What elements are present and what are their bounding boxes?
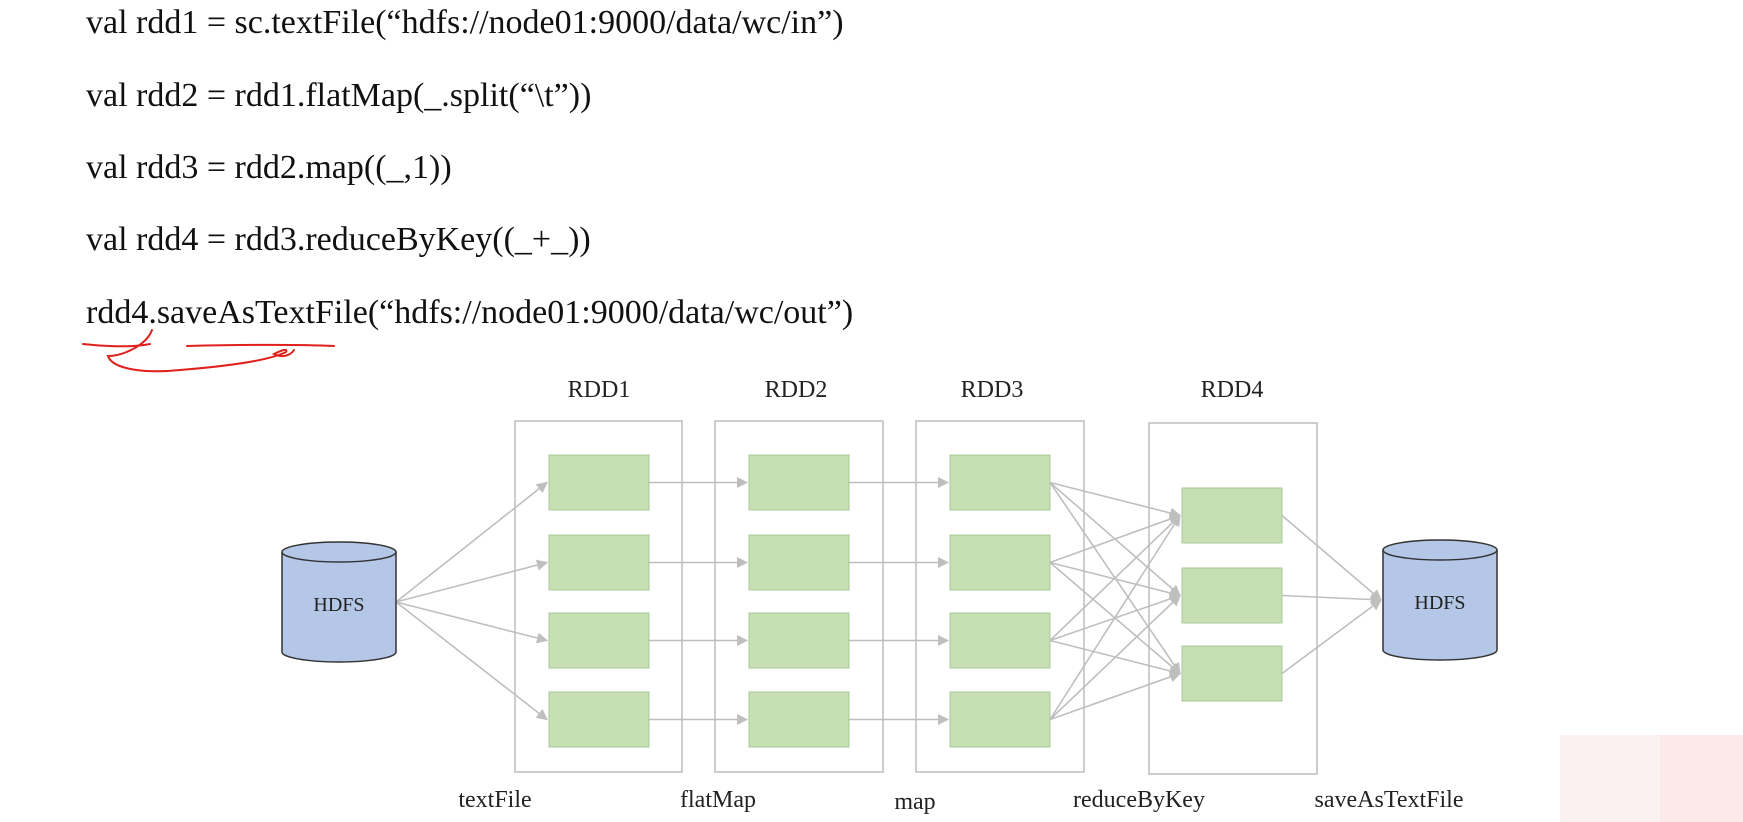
rdd4-partition-2 [1181,567,1283,624]
rdd1-label: RDD1 [568,377,631,403]
underline-stroke-2 [186,343,335,347]
code-line-4: val rdd4 = rdd3.reduceByKey((_+_)) [86,221,591,258]
hdfs-layer: HDFS HDFS [281,539,1498,663]
handwritten-underline [82,329,335,373]
rdd4-label: RDD4 [1201,377,1264,403]
arrow-shuffle-3-1 [1049,514,1181,642]
arrow-save-1 [1281,514,1382,601]
operation-label-saveAsTextFile: saveAsTextFile [1315,787,1464,813]
code-line-2: val rdd2 = rdd1.flatMap(_.split(“\t”)) [86,77,592,114]
operation-label-flatMap: flatMap [680,787,756,813]
dependency-arrows [395,476,1383,726]
rdd2-partition-3 [748,612,850,669]
hdfs-sink-top [1382,539,1498,561]
hdfs-sink-label: HDFS [1414,592,1465,614]
code-line-3: val rdd3 = rdd2.map((_,1)) [86,149,452,186]
arrow-textfile-2 [395,559,549,603]
rdd1-partition-2 [548,534,650,591]
code-line-1: val rdd1 = sc.textFile(“hdfs://node01:90… [86,4,844,41]
underline-squiggle [106,329,295,373]
arrow-shuffle-4-1 [1049,514,1181,720]
rdd2-partition-1 [748,454,850,511]
rdd3-partition-4 [949,691,1051,748]
code-line-5: rdd4.saveAsTextFile(“hdfs://node01:9000/… [86,294,854,331]
rdd-layer [514,420,1318,775]
label-layer: RDD1 RDD2 RDD3 RDD4 textFile flatMap map reduce… [458,377,1463,815]
rdd3-label: RDD3 [961,377,1024,403]
rdd1-partition-4 [548,691,650,748]
rdd1-frame [514,420,683,773]
rdd4-frame [1148,422,1318,775]
hdfs-source-body [281,552,397,663]
rdd3-partition-1 [949,454,1051,511]
arrow-shuffle-2-1 [1049,513,1182,564]
arrow-shuffle-1-1 [1049,481,1182,519]
arrow-textfile-1 [395,481,548,603]
operation-label-reduceByKey: reduceByKey [1073,787,1205,813]
arrow-textfile-4 [395,601,548,721]
rdd3-partition-3 [949,612,1051,669]
hdfs-source-top [281,541,397,563]
underline-stroke-1 [82,343,151,348]
rdd3-partition-2 [949,534,1051,591]
hdfs-sink-body [1382,550,1498,661]
arrow-shuffle-4-2 [1049,594,1181,721]
rdd3-frame [915,420,1085,773]
arrow-save-2 [1281,593,1383,606]
rdd2-label: RDD2 [765,377,828,403]
rdd2-frame [714,420,884,773]
arrow-shuffle-4-3 [1049,671,1182,721]
rdd1-partition-3 [548,612,650,669]
arrow-save-3 [1281,599,1382,675]
rdd1-partition-1 [548,454,650,511]
corner-tint-inner [1660,735,1743,822]
arrow-textfile-3 [395,601,549,644]
operation-label-map: map [894,789,935,815]
rdd4-partition-1 [1181,487,1283,544]
operation-label-textFile: textFile [458,787,531,813]
rdd2-partition-2 [748,534,850,591]
hdfs-source-label: HDFS [313,594,364,616]
rdd2-partition-4 [748,691,850,748]
rdd4-partition-3 [1181,645,1283,702]
